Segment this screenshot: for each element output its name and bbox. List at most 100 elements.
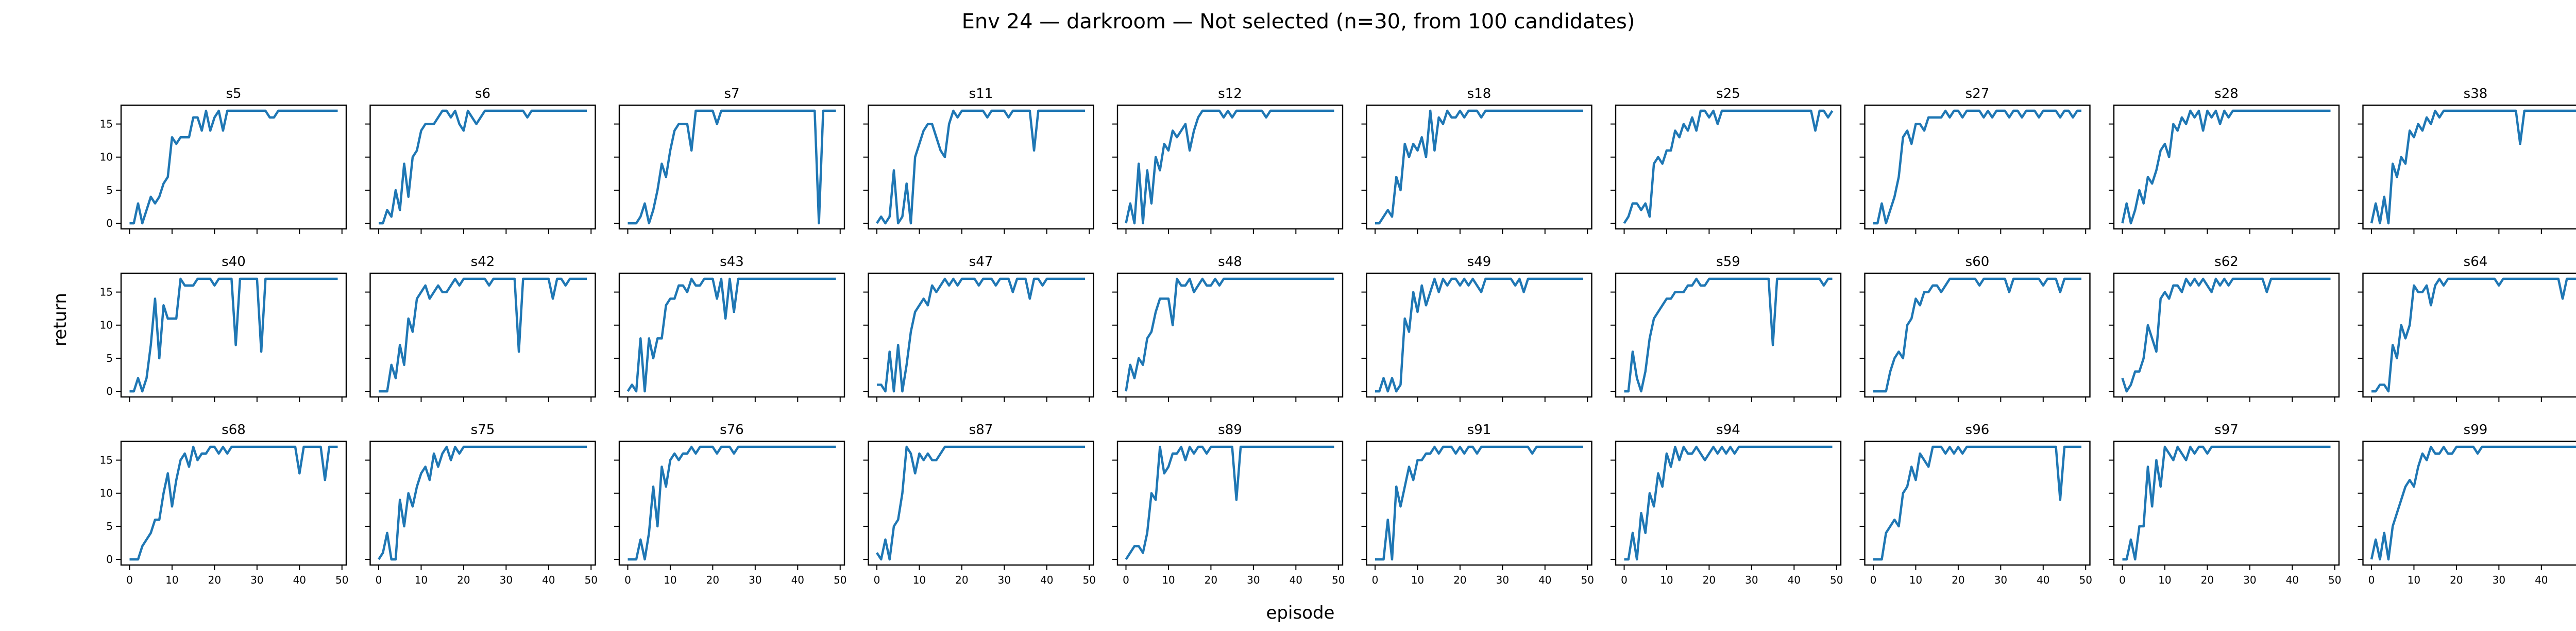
series-line (1873, 445, 2082, 561)
subplot-s25: s25 (1611, 86, 1842, 234)
subplot-title: s11 (969, 86, 993, 102)
x-tick-label: 10 (1411, 574, 1424, 586)
x-tick-label: 20 (706, 574, 719, 586)
axes-frame (1864, 272, 2091, 398)
axes-frame (2362, 440, 2576, 566)
subplot-s49: s49 (1361, 254, 1592, 402)
series-line (1375, 109, 1584, 225)
subplot-s40: s40 0 5 10 15 (100, 254, 347, 402)
series-line (2370, 109, 2576, 225)
subplot-title: s62 (2214, 254, 2239, 270)
subplot-s7: s7 (614, 86, 845, 234)
axes-frame (1366, 104, 1592, 230)
x-tick-label: 0 (1870, 574, 1877, 586)
series-line (2371, 277, 2576, 393)
subplot-s38: s38 (2358, 86, 2576, 234)
x-tick-label: 50 (1581, 574, 1594, 586)
x-tick-label: 50 (1332, 574, 1345, 586)
series-line (378, 445, 587, 561)
x-tick-label: 30 (500, 574, 513, 586)
x-tick-label: 40 (542, 574, 555, 586)
x-tick-label: 10 (664, 574, 676, 586)
subplot-s12: s12 (1112, 86, 1344, 234)
x-tick-label: 0 (624, 574, 631, 586)
subplot-title: s7 (724, 86, 739, 102)
series-line (1125, 445, 1334, 560)
subplot-s43: s43 (614, 254, 845, 402)
axes-frame (618, 272, 845, 398)
x-tick-label: 40 (1040, 574, 1053, 586)
figure-title: Env 24 — darkroom — Not selected (n=30, … (962, 10, 1635, 34)
x-axis-label: episode (1266, 603, 1335, 623)
subplot-s89: s89 0 10 20 30 40 50 (1112, 422, 1345, 586)
x-tick-label: 30 (2243, 574, 2256, 586)
x-tick-label: 20 (2450, 574, 2463, 586)
y-tick-label: 15 (100, 454, 113, 467)
subplot-title: s91 (1467, 422, 1492, 438)
x-tick-label: 20 (208, 574, 221, 586)
series-line (129, 445, 338, 561)
series-line (1375, 277, 1584, 393)
y-tick-label: 5 (106, 520, 113, 533)
axes-frame (2362, 104, 2576, 230)
series-line (876, 277, 1086, 393)
x-tick-label: 20 (2201, 574, 2214, 586)
axes-frame (868, 440, 1094, 566)
subplot-s48: s48 (1112, 254, 1344, 402)
axes-frame (120, 104, 347, 230)
x-tick-label: 30 (998, 574, 1011, 586)
y-tick-label: 0 (106, 217, 113, 229)
axes-frame (369, 272, 596, 398)
series-line (129, 109, 338, 225)
subplot-title: s68 (222, 422, 246, 438)
x-tick-label: 10 (165, 574, 178, 586)
x-tick-label: 30 (1745, 574, 1758, 586)
axes-frame (618, 104, 845, 230)
subplot-title: s28 (2214, 86, 2239, 102)
series-line (628, 445, 836, 561)
y-tick-label: 0 (106, 385, 113, 397)
x-tick-label: 40 (1290, 574, 1302, 586)
axes-frame (120, 440, 347, 566)
subplot-s47: s47 (863, 254, 1094, 402)
x-tick-label: 40 (791, 574, 804, 586)
subplot-title: s59 (1716, 254, 1740, 270)
x-tick-label: 10 (415, 574, 428, 586)
subplot-title: s89 (1218, 422, 1242, 438)
x-tick-label: 50 (1083, 574, 1096, 586)
x-tick-label: 20 (1952, 574, 1964, 586)
axes-frame (1615, 104, 1842, 230)
y-tick-label: 5 (106, 184, 113, 196)
subplot-s99: s9901020304050 (2358, 422, 2576, 586)
x-tick-label: 20 (1205, 574, 1217, 586)
series-line (1873, 109, 2082, 225)
series-line (378, 277, 587, 393)
subplot-s5: s5 0 5 10 15 (100, 86, 347, 234)
x-tick-label: 0 (1372, 574, 1379, 586)
subplot-s97: s97 0 10 20 30 40 50 (2109, 422, 2341, 586)
y-tick-label: 5 (106, 352, 113, 364)
subplot-s94: s94 0 10 20 30 40 50 (1611, 422, 1843, 586)
axes-frame (618, 440, 845, 566)
series-line (1125, 109, 1334, 225)
subplot-title: s75 (471, 422, 495, 438)
subplot-title: s96 (1965, 422, 1990, 438)
y-tick-label: 0 (106, 553, 113, 566)
x-tick-label: 40 (1538, 574, 1551, 586)
axes-frame (868, 272, 1094, 398)
x-tick-label: 10 (1660, 574, 1673, 586)
x-tick-label: 10 (1162, 574, 1175, 586)
subplot-s42: s42 (365, 254, 596, 402)
subplot-title: s5 (226, 86, 241, 102)
x-tick-label: 40 (2286, 574, 2299, 586)
x-tick-label: 50 (2328, 574, 2341, 586)
subplot-title: s12 (1218, 86, 1242, 102)
x-tick-label: 0 (1123, 574, 1129, 586)
series-line (2122, 445, 2331, 561)
subplot-title: s42 (471, 254, 495, 270)
x-tick-label: 50 (335, 574, 348, 586)
series-line (2370, 445, 2576, 561)
x-tick-label: 50 (2079, 574, 2092, 586)
subplot-title: s97 (2214, 422, 2239, 438)
subplot-s60: s60 (1859, 254, 2091, 402)
